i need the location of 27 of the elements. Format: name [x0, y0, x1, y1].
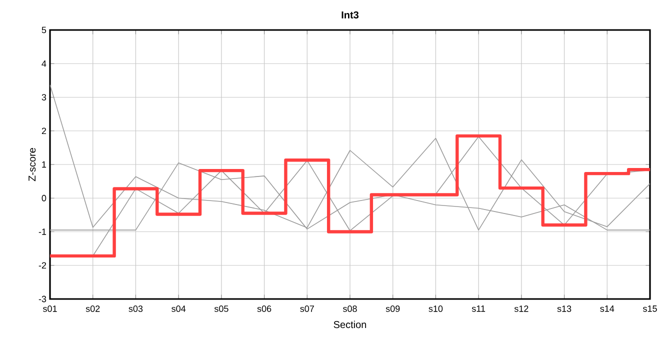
chart-title: Int3 — [342, 11, 359, 18]
x-tick-label: s15 — [643, 306, 657, 312]
x-tick-label: s13 — [557, 306, 572, 312]
x-tick-label: s04 — [172, 306, 186, 312]
x-tick-label: s05 — [214, 306, 228, 312]
y-tick-label: -2 — [38, 262, 46, 269]
y-tick-label: 0 — [42, 194, 46, 202]
y-tick-label: 5 — [42, 26, 46, 34]
y-tick-label: 2 — [42, 128, 46, 134]
x-tick-label: s01 — [43, 306, 57, 312]
x-tick-label: s06 — [257, 306, 272, 312]
x-tick-label: s11 — [472, 306, 486, 312]
x-tick-label: s12 — [514, 306, 528, 312]
x-tick-label: s08 — [343, 306, 357, 312]
y-tick-label: 4 — [42, 60, 46, 67]
x-tick-label: s10 — [428, 306, 443, 312]
x-tick-label: s07 — [300, 306, 314, 312]
x-tick-label: s14 — [600, 306, 614, 312]
x-tick-label: s03 — [128, 306, 143, 312]
y-tick-label: -3 — [38, 296, 46, 302]
y-tick-label: -1 — [38, 228, 46, 235]
x-tick-label: s02 — [86, 306, 100, 312]
x-axis-title: Section — [334, 320, 366, 328]
x-tick-label: s09 — [386, 306, 400, 312]
y-tick-label: 3 — [42, 94, 46, 100]
y-axis-title: Z-score — [28, 148, 36, 182]
y-tick-label: 1 — [42, 161, 46, 168]
